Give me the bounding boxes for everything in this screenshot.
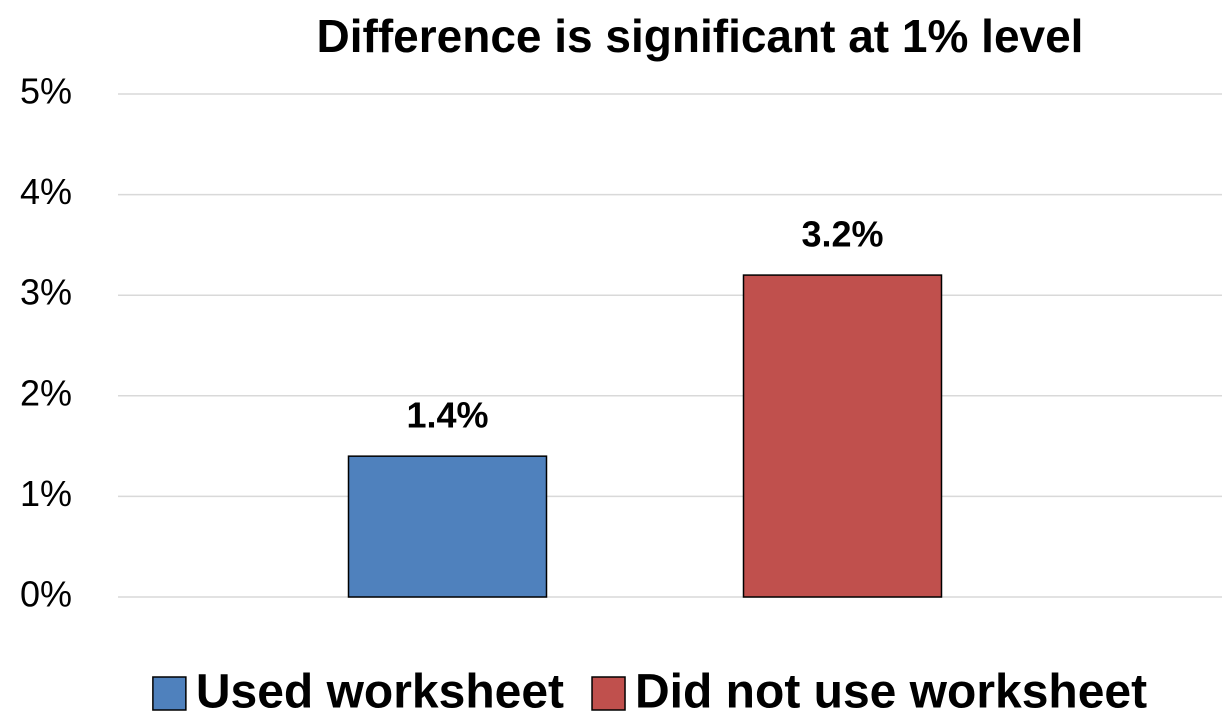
- chart-title: Difference is significant at 1% level: [317, 10, 1084, 62]
- legend-swatch: [591, 676, 626, 711]
- legend-label: Used worksheet: [196, 666, 564, 718]
- y-tick-label: 2%: [20, 372, 72, 413]
- legend-label: Did not use worksheet: [635, 666, 1147, 718]
- legend-swatch: [152, 676, 187, 711]
- y-tick-label: 1%: [20, 473, 72, 514]
- y-tick-label: 4%: [20, 171, 72, 212]
- y-tick-label: 5%: [20, 71, 72, 112]
- data-label: 1.4%: [406, 395, 488, 436]
- bar: [347, 455, 548, 598]
- bar: [742, 274, 943, 598]
- data-label: 3.2%: [801, 214, 883, 255]
- y-tick-label: 3%: [20, 272, 72, 313]
- y-tick-label: 0%: [20, 574, 72, 615]
